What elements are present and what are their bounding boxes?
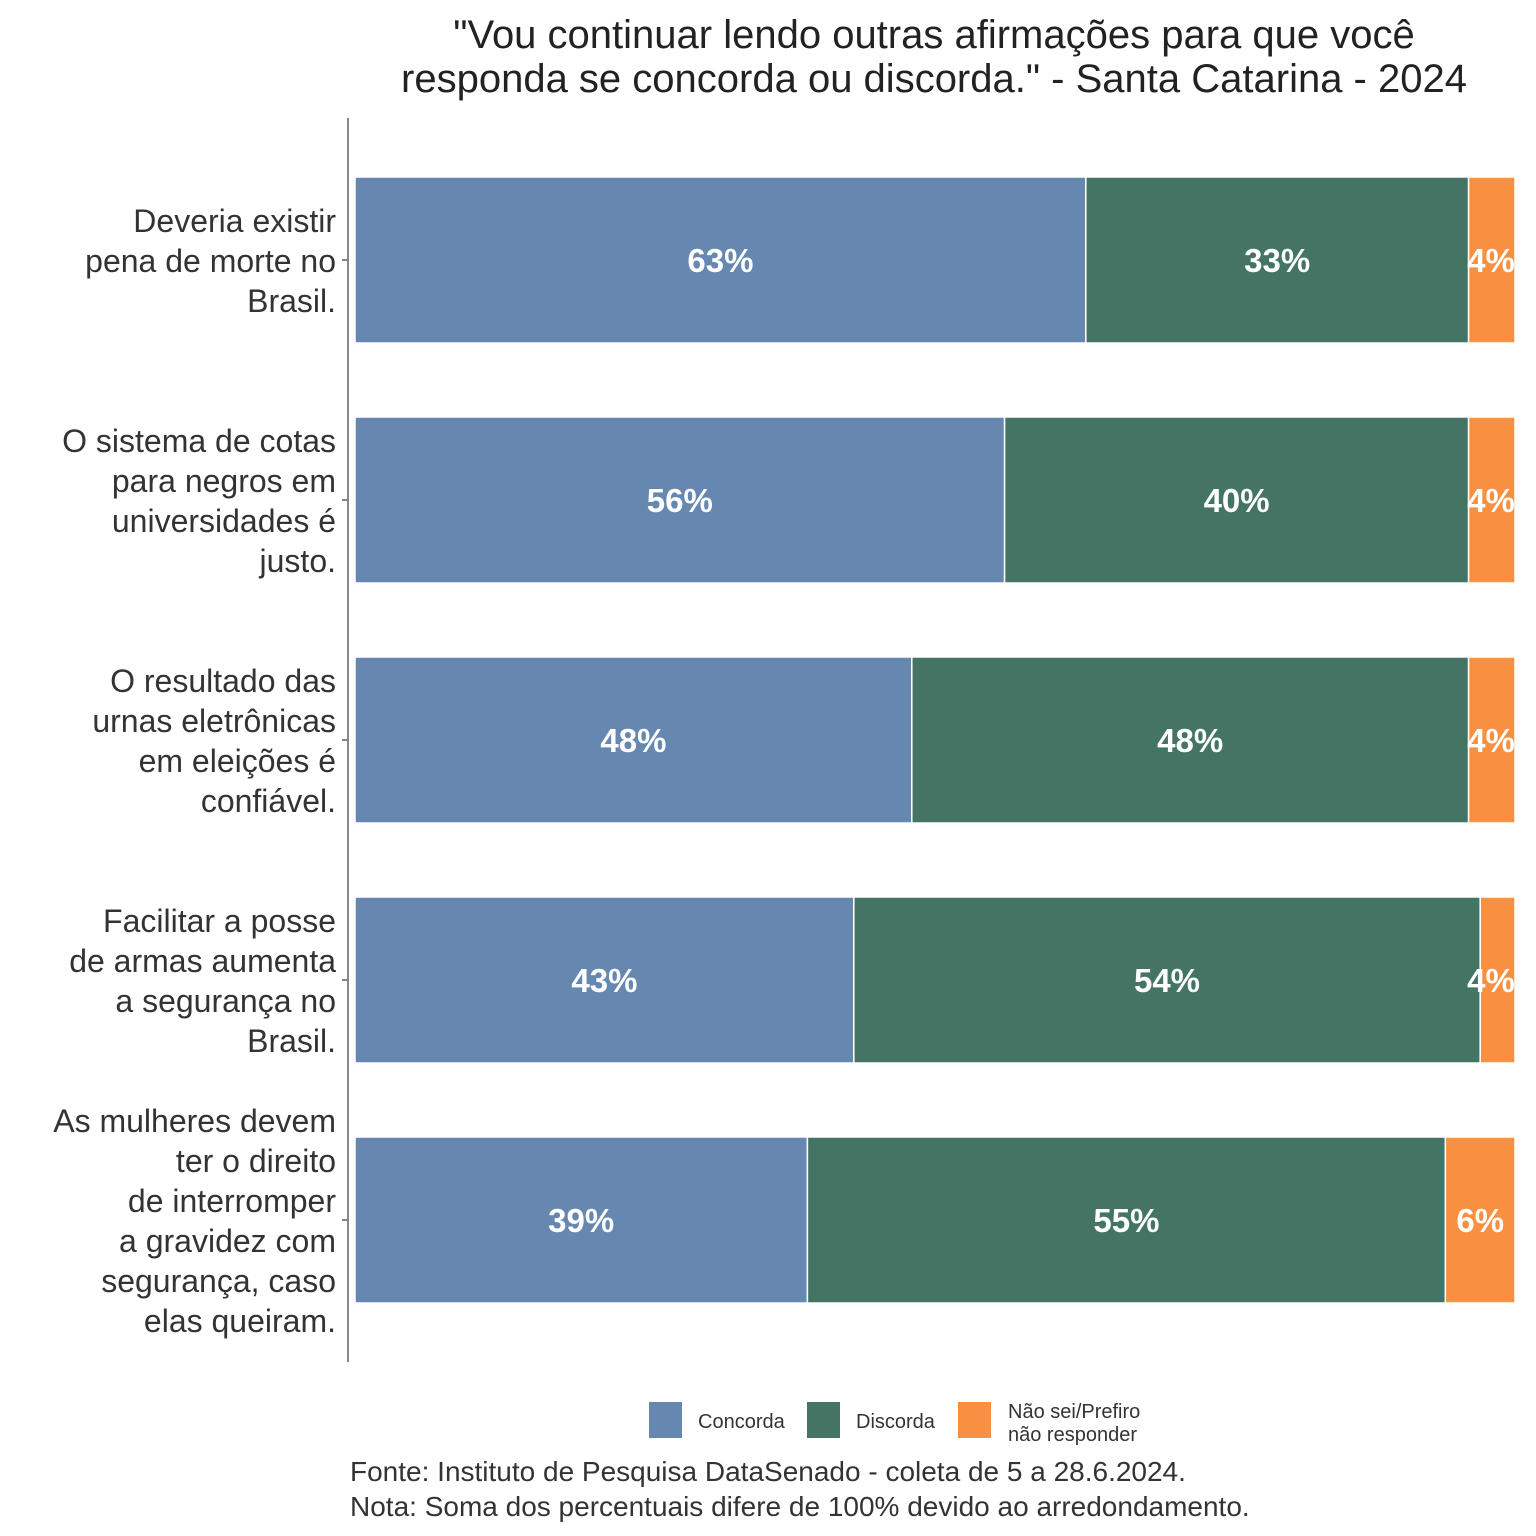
chart-title: "Vou continuar lendo outras afirmações p…: [401, 13, 1467, 101]
source-note: Fonte: Instituto de Pesquisa DataSenado …: [350, 1456, 1186, 1487]
category-label: urnas eletrônicas: [92, 703, 336, 739]
category-label: para negros em: [112, 463, 336, 499]
data-label: 55%: [1093, 1202, 1159, 1239]
data-label: 4%: [1467, 242, 1515, 279]
data-label: 63%: [687, 242, 753, 279]
category-label: ter o direito: [176, 1143, 336, 1179]
category-label: em eleições é: [139, 743, 336, 779]
category-label: de armas aumenta: [69, 943, 336, 979]
data-label: 6%: [1456, 1202, 1504, 1239]
bar-discorda-5: [806, 1136, 1447, 1304]
bar-n-o-sei-prefiro-n-o-responder-4: [1479, 896, 1516, 1064]
category-label: justo.: [259, 543, 336, 579]
data-label: 33%: [1244, 242, 1310, 279]
legend-swatch: [958, 1402, 991, 1438]
category-label: segurança, caso: [101, 1263, 336, 1299]
bar-n-o-sei-prefiro-n-o-responder-2: [1467, 416, 1516, 584]
category-label: O sistema de cotas: [62, 423, 336, 459]
category-label: Brasil.: [247, 1023, 336, 1059]
legend-swatch: [649, 1402, 682, 1438]
category-label: Brasil.: [247, 283, 336, 319]
category-label: O resultado das: [110, 663, 336, 699]
bar-concorda-4: [354, 896, 855, 1064]
legend-label: não responder: [1008, 1424, 1137, 1446]
data-label: 48%: [1157, 722, 1223, 759]
legend-label: Concorda: [698, 1411, 786, 1433]
category-label: confiável.: [201, 783, 336, 819]
data-label: 4%: [1467, 482, 1515, 519]
legend-label: Discorda: [856, 1411, 936, 1433]
bar-n-o-sei-prefiro-n-o-responder-1: [1467, 176, 1516, 344]
category-label: a gravidez com: [119, 1223, 336, 1259]
data-label: 56%: [647, 482, 713, 519]
data-label: 4%: [1467, 962, 1515, 999]
data-label: 4%: [1467, 722, 1515, 759]
data-label: 40%: [1204, 482, 1270, 519]
bar-concorda-1: [354, 176, 1087, 344]
category-label: de interromper: [128, 1183, 336, 1219]
bar-n-o-sei-prefiro-n-o-responder-3: [1467, 656, 1516, 824]
data-label: 48%: [600, 722, 666, 759]
category-label: Deveria existir: [133, 203, 336, 239]
data-label: 54%: [1134, 962, 1200, 999]
bars: [354, 176, 1516, 1304]
category-label: pena de morte no: [85, 243, 336, 279]
rounding-note: Nota: Soma dos percentuais difere de 100…: [350, 1491, 1250, 1522]
caption: Fonte: Instituto de Pesquisa DataSenado …: [350, 1456, 1250, 1522]
category-label: elas queiram.: [144, 1303, 336, 1339]
bar-concorda-5: [354, 1136, 809, 1304]
category-label: As mulheres devem: [53, 1103, 336, 1139]
bar-discorda-1: [1085, 176, 1470, 344]
title-line-1: "Vou continuar lendo outras afirmações p…: [453, 13, 1414, 57]
data-label: 43%: [571, 962, 637, 999]
title-line-2: responda se concorda ou discorda." - San…: [401, 57, 1467, 101]
legend-label: Não sei/Prefiro: [1008, 1401, 1140, 1423]
data-labels: 63% 33% 4% 56% 40% 4% 48% 48% 4% 43% 54% 4% 39% 55% 6%: [548, 242, 1515, 1239]
bar-discorda-4: [853, 896, 1481, 1064]
category-label: Facilitar a posse: [103, 903, 336, 939]
bar-discorda-3: [911, 656, 1470, 824]
category-label: universidades é: [112, 503, 336, 539]
bar-concorda-2: [354, 416, 1006, 584]
bar-n-o-sei-prefiro-n-o-responder-5: [1444, 1136, 1516, 1304]
category-label: a segurança no: [115, 983, 336, 1019]
category-labels: Deveria existir pena de morte no Brasil. O …: [53, 203, 336, 1339]
data-label: 39%: [548, 1202, 614, 1239]
legend-swatch: [807, 1402, 840, 1438]
